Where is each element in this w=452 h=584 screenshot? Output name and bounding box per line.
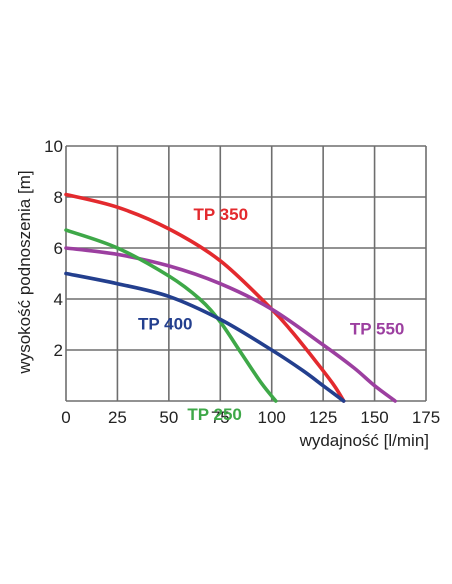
- series-label-tp-350: TP 350: [194, 205, 249, 224]
- x-tick-label: 75: [211, 408, 230, 427]
- series-line-tp-400: [64, 271, 346, 403]
- y-tick-label: 10: [44, 137, 63, 156]
- x-tick-label: 0: [61, 408, 70, 427]
- y-tick-label: 6: [54, 239, 63, 258]
- series-lines: [64, 192, 397, 403]
- x-tick-label: 125: [309, 408, 337, 427]
- y-axis-title: wysokość podnoszenia [m]: [15, 170, 34, 374]
- series-label-tp-400: TP 400: [138, 315, 193, 334]
- x-tick-label: 175: [412, 408, 440, 427]
- x-tick-label: 150: [360, 408, 388, 427]
- y-tick-label: 8: [54, 188, 63, 207]
- x-tick-label: 50: [159, 408, 178, 427]
- x-tick-labels: 0 25 50 75 100 125 150 175: [61, 408, 440, 427]
- x-tick-label: 100: [258, 408, 286, 427]
- series-label-tp-250: TP 250: [187, 405, 242, 424]
- series-line-tp-250: [64, 228, 278, 403]
- series-labels: TP 350 TP 550 TP 250 TP 400: [138, 205, 404, 424]
- y-tick-label: 2: [54, 341, 63, 360]
- x-tick-label: 25: [108, 408, 127, 427]
- x-axis-title: wydajność [l/min]: [299, 431, 429, 450]
- y-tick-label: 4: [54, 290, 63, 309]
- series-label-tp-550: TP 550: [350, 320, 405, 339]
- grid: [65, 145, 427, 402]
- y-tick-labels: 2 4 6 8 10: [44, 137, 63, 360]
